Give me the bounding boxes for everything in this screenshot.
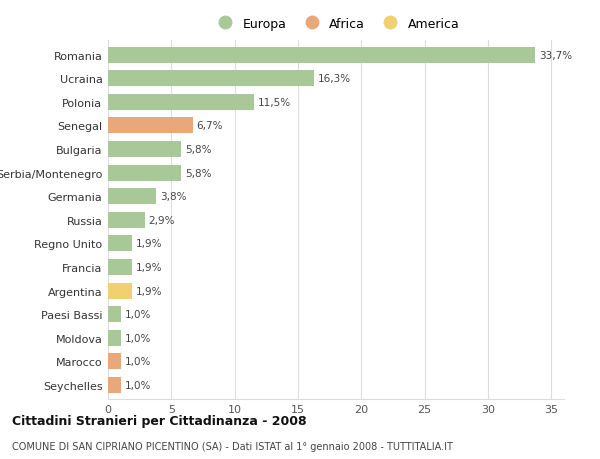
Bar [108,95,254,111]
Bar [108,283,132,299]
Text: 5,8%: 5,8% [185,168,212,178]
Text: 1,9%: 1,9% [136,263,163,273]
Bar [108,189,156,205]
Text: 6,7%: 6,7% [197,121,223,131]
Bar [108,213,145,228]
Text: 1,0%: 1,0% [124,309,151,319]
Bar [108,142,181,157]
Text: 1,9%: 1,9% [136,239,163,249]
Bar [108,330,121,346]
Text: Cittadini Stranieri per Cittadinanza - 2008: Cittadini Stranieri per Cittadinanza - 2… [12,414,307,428]
Text: 1,0%: 1,0% [124,333,151,343]
Text: 1,0%: 1,0% [124,380,151,390]
Bar [108,165,181,181]
Text: 1,0%: 1,0% [124,357,151,367]
Text: COMUNE DI SAN CIPRIANO PICENTINO (SA) - Dati ISTAT al 1° gennaio 2008 - TUTTITAL: COMUNE DI SAN CIPRIANO PICENTINO (SA) - … [12,441,453,451]
Bar [108,353,121,369]
Text: 5,8%: 5,8% [185,145,212,155]
Bar [108,259,132,275]
Bar [108,236,132,252]
Bar [108,307,121,323]
Legend: Europa, Africa, America: Europa, Africa, America [210,15,462,34]
Text: 1,9%: 1,9% [136,286,163,296]
Bar [108,118,193,134]
Text: 11,5%: 11,5% [257,98,290,107]
Bar [108,71,314,87]
Bar [108,47,535,63]
Text: 16,3%: 16,3% [318,74,352,84]
Text: 2,9%: 2,9% [149,215,175,225]
Bar [108,377,121,393]
Text: 33,7%: 33,7% [539,50,572,61]
Text: 3,8%: 3,8% [160,192,187,202]
